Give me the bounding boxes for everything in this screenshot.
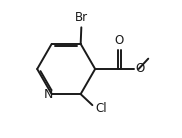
Text: Br: Br xyxy=(75,11,88,24)
Text: Cl: Cl xyxy=(95,102,107,115)
Text: O: O xyxy=(115,34,124,47)
Text: N: N xyxy=(44,88,53,101)
Text: O: O xyxy=(136,63,145,75)
